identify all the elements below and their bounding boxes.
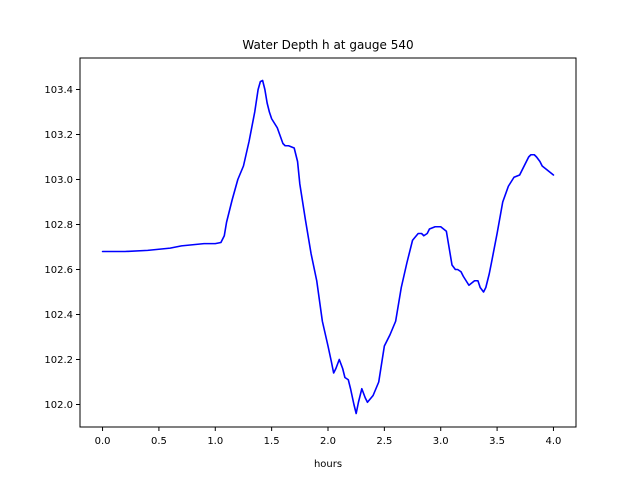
x-tick-label: 3.5 [489, 436, 505, 447]
y-tick-label: 103.0 [44, 175, 73, 186]
chart-title: Water Depth h at gauge 540 [242, 38, 413, 52]
series-line-0 [101, 79, 555, 415]
y-tick-label: 103.4 [44, 85, 73, 96]
y-tick-label: 102.2 [44, 355, 73, 366]
x-tick-label: 1.0 [207, 436, 223, 447]
x-axis-label: hours [314, 459, 342, 470]
x-tick-label: 2.5 [376, 436, 392, 447]
x-tick-label: 3.0 [433, 436, 449, 447]
y-tick-label: 103.2 [44, 130, 73, 141]
y-tick-label: 102.0 [44, 400, 73, 411]
y-tick-label: 102.6 [44, 265, 73, 276]
series-group [101, 79, 555, 415]
axis-ticks: 0.0 0.5 1.0 1.5 2.0 2.5 3.0 3.5 4.0 102.0 102.2 102… [44, 85, 561, 447]
plot-frame [79, 57, 577, 428]
x-tick-label: 0.0 [95, 436, 111, 447]
x-tick-label: 2.0 [320, 436, 336, 447]
x-tick-label: 1.5 [264, 436, 280, 447]
x-tick-label: 0.5 [151, 436, 167, 447]
y-tick-label: 102.8 [44, 220, 73, 231]
y-tick-label: 102.4 [44, 310, 73, 321]
x-tick-label: 4.0 [546, 436, 562, 447]
